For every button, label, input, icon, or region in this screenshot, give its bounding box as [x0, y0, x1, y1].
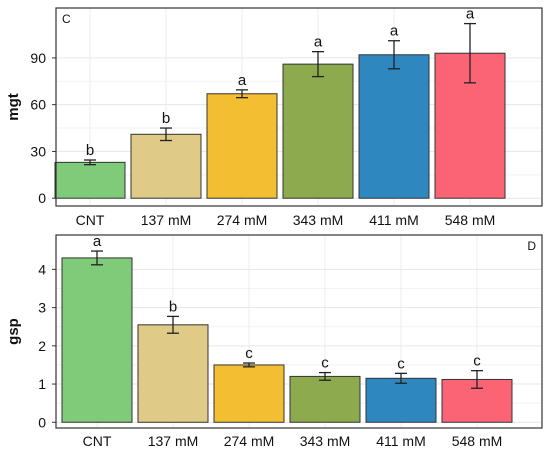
- error-bar-4: [319, 371, 331, 381]
- significance-label: c: [473, 353, 481, 370]
- x-tick-label: 274 mM: [224, 433, 275, 449]
- bar-1: [61, 257, 133, 423]
- x-tick-label: 411 mM: [376, 433, 426, 449]
- error-bar-3: [243, 362, 255, 368]
- x-tick-label: 137 mM: [148, 433, 199, 449]
- bar-4: [289, 375, 361, 423]
- x-tick-label: 548 mM: [452, 433, 503, 449]
- y-tick-label: 1: [38, 376, 46, 392]
- x-tick-label: CNT: [76, 212, 105, 228]
- bar-3: [206, 93, 278, 199]
- y-tick-label: 60: [30, 97, 46, 113]
- x-tick-label: 137 mM: [141, 212, 192, 228]
- significance-label: a: [314, 34, 323, 51]
- significance-label: a: [466, 6, 475, 23]
- significance-label: a: [238, 72, 247, 89]
- significance-label: c: [397, 355, 405, 372]
- error-bar-3: [236, 89, 248, 99]
- x-tick-label: 343 mM: [300, 433, 351, 449]
- y-axis-label: mgt: [5, 93, 22, 121]
- error-bar-4: [312, 51, 324, 78]
- bar-5: [365, 377, 437, 423]
- error-bar-2: [167, 315, 179, 334]
- chart-panel-2: a CNT b 137 mM c 274 mM c 343 mM c 411 mM c 548 mM 0…: [5, 233, 543, 449]
- significance-label: c: [245, 345, 253, 362]
- bar-3: [213, 364, 285, 423]
- y-tick-label: 2: [38, 338, 46, 354]
- panel-label: C: [62, 12, 71, 26]
- error-bar-1: [91, 250, 103, 266]
- significance-label: b: [162, 110, 170, 127]
- error-bar-6: [471, 370, 483, 389]
- x-tick-label: 343 mM: [293, 212, 344, 228]
- error-bar-6: [464, 22, 476, 84]
- y-tick-label: 0: [38, 414, 46, 430]
- error-bar-5: [388, 40, 400, 70]
- y-axis-label: gsp: [5, 318, 22, 345]
- bar-1: [54, 161, 126, 199]
- x-tick-label: CNT: [83, 433, 112, 449]
- error-bar-2: [160, 127, 172, 142]
- y-tick-label: 3: [38, 300, 46, 316]
- plot-frame: [55, 7, 543, 207]
- significance-label: b: [169, 298, 177, 315]
- y-tick-label: 4: [38, 261, 46, 277]
- bar-2: [137, 324, 209, 423]
- error-bar-5: [395, 372, 407, 384]
- significance-label: c: [321, 355, 329, 372]
- significance-label: b: [86, 142, 94, 159]
- x-tick-label: 274 mM: [217, 212, 268, 228]
- y-tick-label: 30: [30, 143, 46, 159]
- x-tick-label: 548 mM: [445, 212, 496, 228]
- panel-label: D: [527, 239, 536, 253]
- bar-5: [358, 54, 430, 199]
- significance-label: a: [390, 23, 399, 40]
- y-tick-label: 0: [38, 190, 46, 206]
- plot-frame: [55, 234, 543, 429]
- bar-2: [130, 133, 202, 199]
- chart-panel-1: b CNT b 137 mM a 274 mM a 343 mM a 411 mM a 548 mM 0…: [5, 6, 543, 228]
- significance-label: a: [93, 233, 102, 250]
- error-bar-1: [84, 159, 96, 166]
- bar-4: [282, 63, 354, 199]
- y-tick-label: 90: [30, 50, 46, 66]
- x-tick-label: 411 mM: [369, 212, 419, 228]
